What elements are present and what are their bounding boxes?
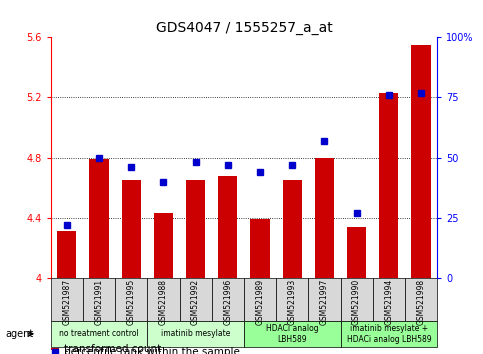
Bar xyxy=(373,278,405,321)
Bar xyxy=(315,158,334,278)
Text: GSM521988: GSM521988 xyxy=(159,279,168,325)
Bar xyxy=(341,321,437,347)
Text: GSM521998: GSM521998 xyxy=(416,279,426,325)
Bar xyxy=(347,227,366,278)
Bar xyxy=(115,278,147,321)
Text: GSM521989: GSM521989 xyxy=(256,279,265,325)
Text: GSM521991: GSM521991 xyxy=(95,279,103,325)
Bar xyxy=(405,278,437,321)
Text: GSM521992: GSM521992 xyxy=(191,279,200,325)
Bar xyxy=(244,321,341,347)
Bar xyxy=(51,348,59,350)
Text: GSM521994: GSM521994 xyxy=(384,279,393,325)
Text: HDACi analog
LBH589: HDACi analog LBH589 xyxy=(266,324,318,343)
Bar xyxy=(212,278,244,321)
Text: imatinib mesylate: imatinib mesylate xyxy=(161,329,230,338)
Text: no treatment control: no treatment control xyxy=(59,329,139,338)
Bar xyxy=(186,180,205,278)
Text: GSM521987: GSM521987 xyxy=(62,279,71,325)
Text: transformed count: transformed count xyxy=(64,344,161,354)
Bar xyxy=(218,176,238,278)
Text: GSM521993: GSM521993 xyxy=(288,279,297,325)
Bar xyxy=(276,278,308,321)
Bar xyxy=(89,159,109,278)
Bar xyxy=(51,278,83,321)
Title: GDS4047 / 1555257_a_at: GDS4047 / 1555257_a_at xyxy=(156,21,332,35)
Bar xyxy=(308,278,341,321)
Bar xyxy=(412,45,431,278)
Bar xyxy=(147,321,244,347)
Bar xyxy=(147,278,180,321)
Text: imatinib mesylate +
HDACi analog LBH589: imatinib mesylate + HDACi analog LBH589 xyxy=(346,324,431,343)
Text: agent: agent xyxy=(5,329,33,339)
Bar xyxy=(244,278,276,321)
Bar xyxy=(379,93,398,278)
Text: GSM521990: GSM521990 xyxy=(352,279,361,325)
Bar xyxy=(122,180,141,278)
Bar xyxy=(51,321,147,347)
Text: GSM521996: GSM521996 xyxy=(223,279,232,325)
Text: percentile rank within the sample: percentile rank within the sample xyxy=(64,347,240,354)
Bar xyxy=(250,219,270,278)
Text: GSM521997: GSM521997 xyxy=(320,279,329,325)
Bar xyxy=(283,180,302,278)
Bar xyxy=(154,213,173,278)
Text: GSM521995: GSM521995 xyxy=(127,279,136,325)
Bar xyxy=(57,232,76,278)
Bar xyxy=(83,278,115,321)
Bar xyxy=(341,278,373,321)
Bar xyxy=(180,278,212,321)
